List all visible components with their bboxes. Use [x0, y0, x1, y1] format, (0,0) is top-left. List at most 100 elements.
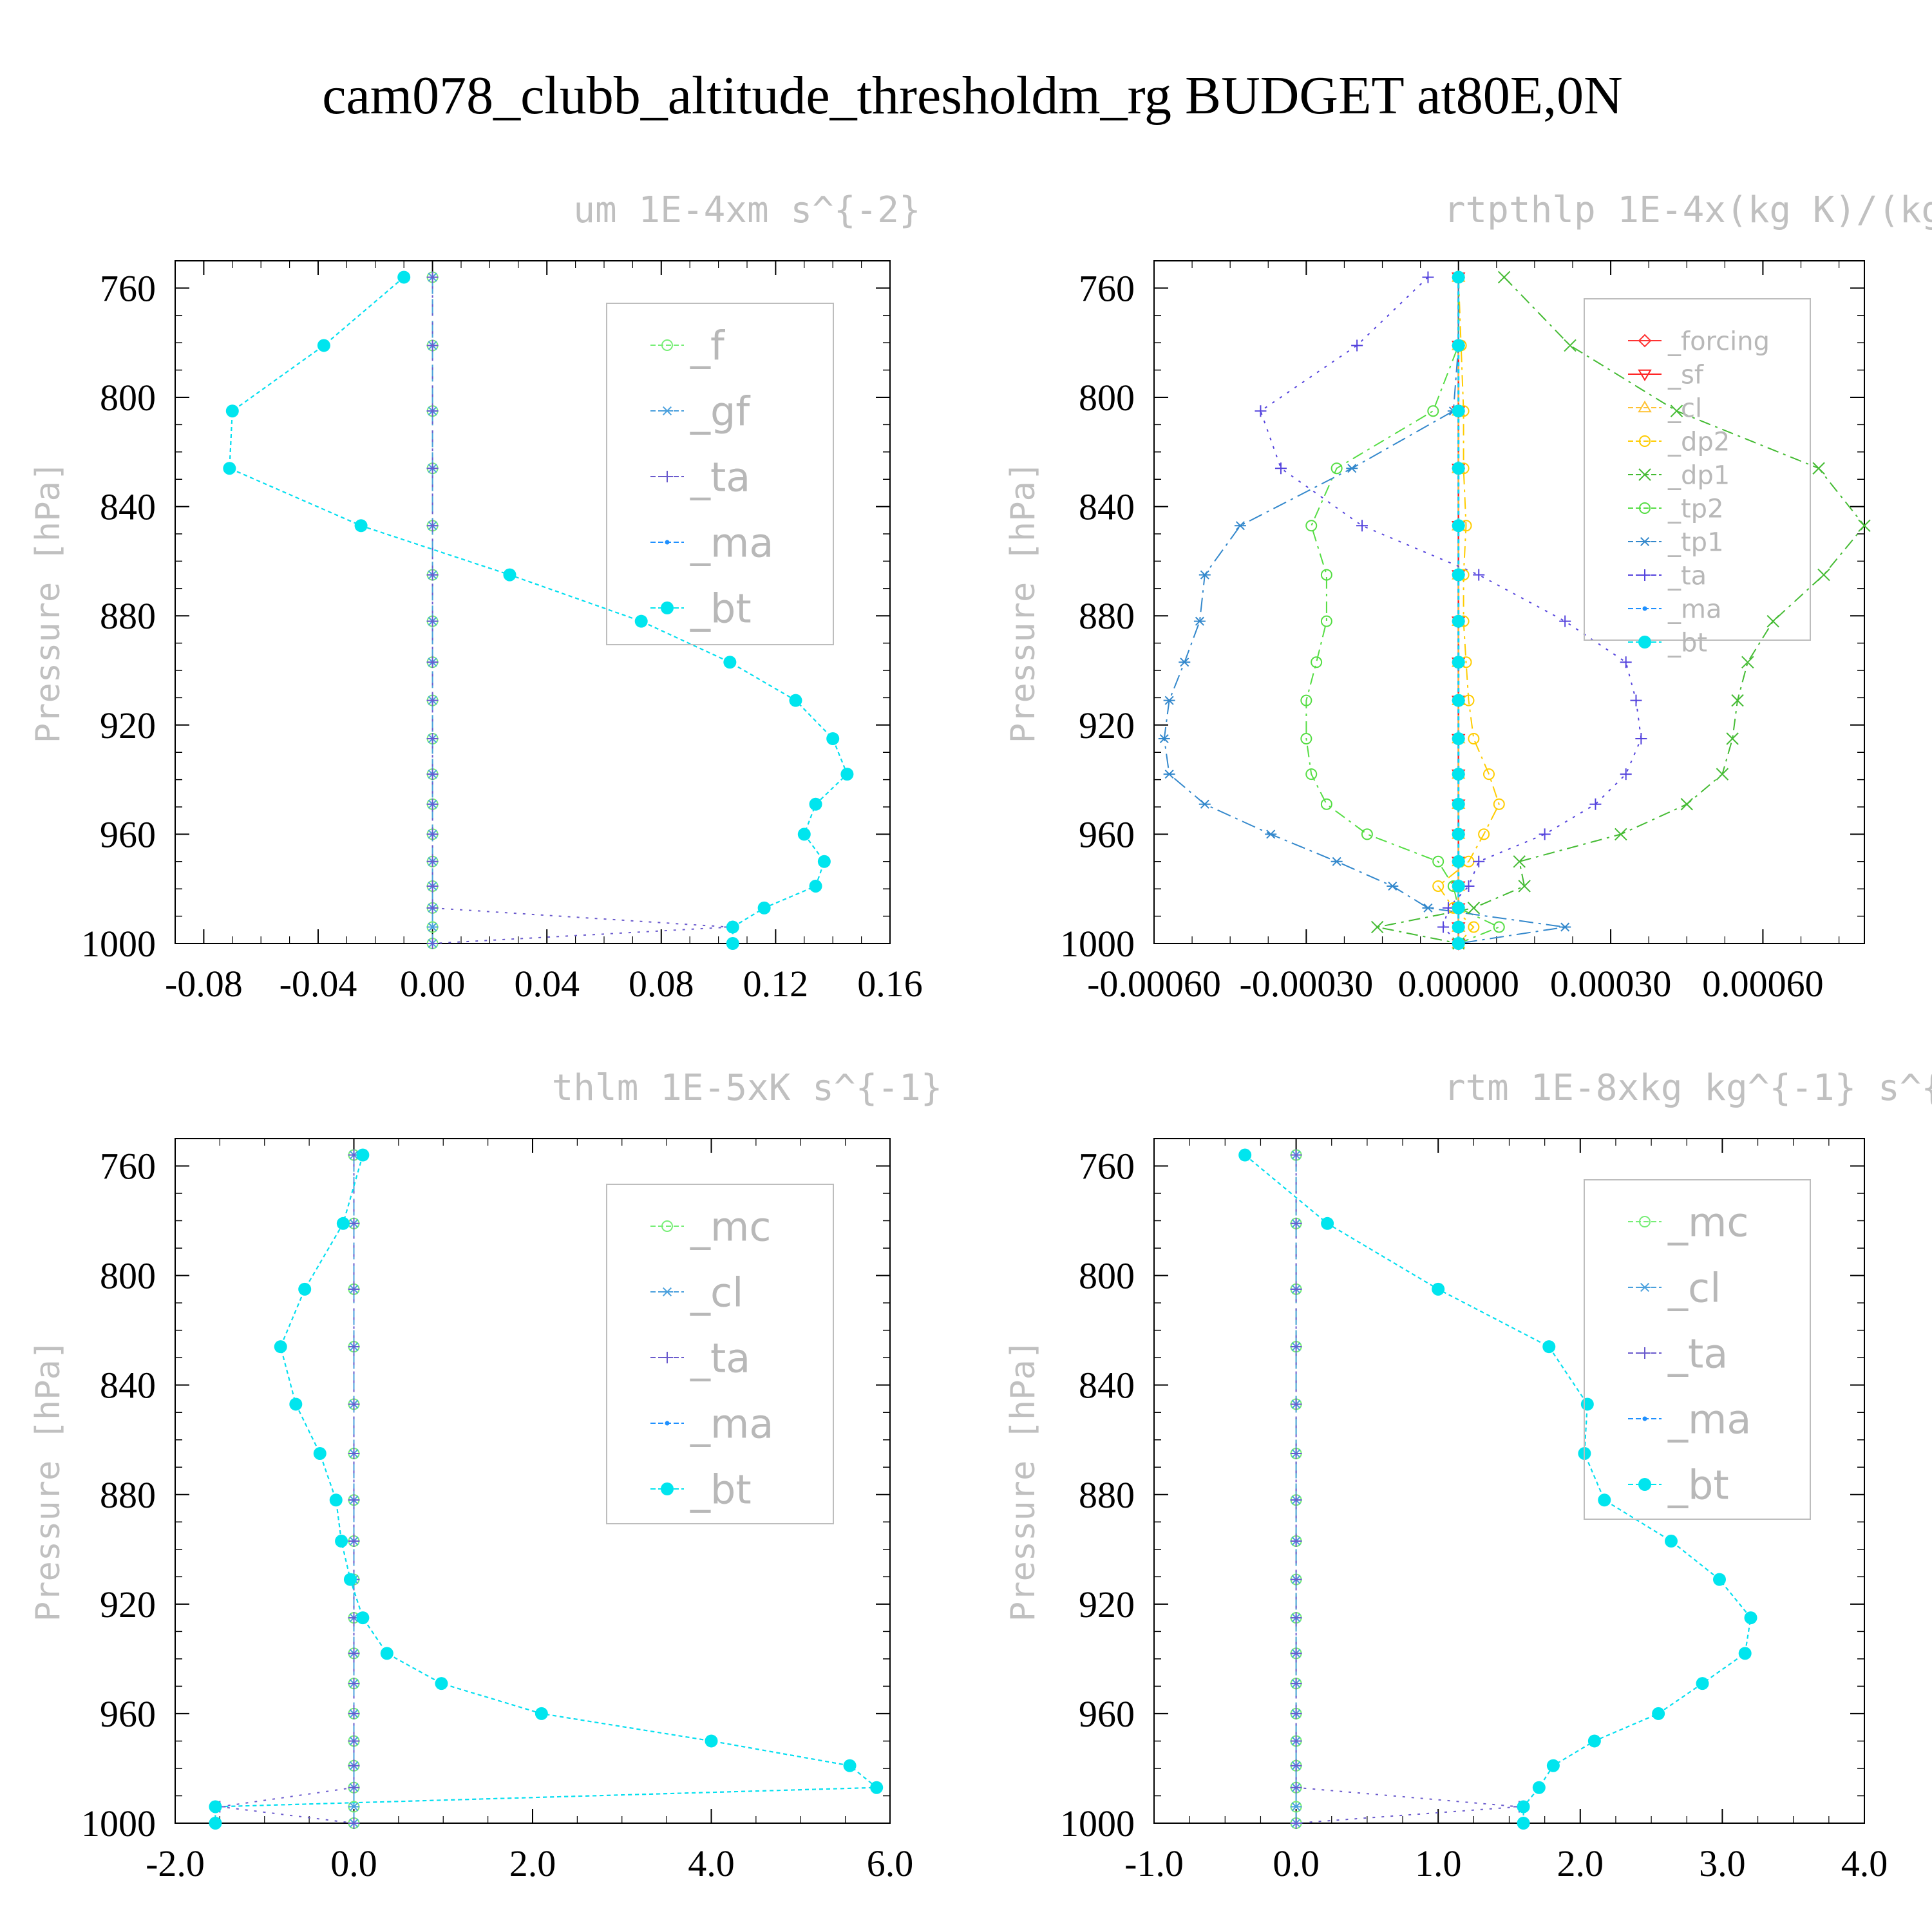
point-um-bt-15 — [757, 901, 771, 914]
point-um-ta-11 — [426, 798, 439, 810]
y-tick-label-thlm-960: 960 — [100, 1693, 156, 1735]
point-rtm-bt-11 — [1696, 1677, 1709, 1690]
legend-label-rtm-cl: _cl — [1667, 1264, 1721, 1311]
point-um-ta-12 — [426, 828, 439, 840]
point-um-bt-4 — [354, 519, 368, 533]
x-tick-label-rtpthlp-1: -0.00030 — [1239, 963, 1373, 1005]
point-rtpthlp-tp1-15 — [1422, 903, 1434, 913]
point-thlm-bt-14 — [843, 1759, 857, 1772]
x-tick-label-rtm-2: 1.0 — [1415, 1842, 1462, 1884]
point-rtpthlp-bt-0 — [1452, 270, 1465, 284]
point-um-ta-4 — [426, 520, 439, 532]
point-thlm-ta-4 — [348, 1398, 360, 1410]
point-rtpthlp-tp2-5 — [1320, 569, 1332, 581]
legend-label-thlm-mc: _mc — [690, 1203, 771, 1250]
y-tick-label-rtpthlp-840: 840 — [1079, 486, 1135, 528]
point-rtpthlp-tp2-9 — [1300, 733, 1312, 744]
y-tick-label-thlm-1000: 1000 — [81, 1803, 156, 1844]
point-rtpthlp-ta-12 — [1539, 828, 1551, 840]
point-rtpthlp-ta-1 — [1351, 339, 1363, 352]
point-um-ta-0 — [426, 271, 439, 283]
series-line-um-bt — [229, 276, 848, 943]
point-rtpthlp-tp1-13 — [1331, 857, 1343, 866]
point-um-bt-5 — [503, 568, 516, 582]
point-rtpthlp-dp2-12 — [1478, 828, 1490, 840]
point-rtpthlp-tp1-4 — [1234, 521, 1246, 531]
y-tick-label-rtm-880: 880 — [1079, 1474, 1135, 1516]
point-thlm-bt-9 — [356, 1611, 370, 1625]
point-thlm-ta-2 — [348, 1283, 360, 1295]
legend-label-thlm-ta: _ta — [690, 1334, 750, 1381]
legend-label-um-ma: _ma — [690, 519, 773, 566]
y-tick-label-rtm-800: 800 — [1079, 1255, 1135, 1297]
point-rtm-ta-17 — [1290, 1817, 1302, 1829]
y-tick-label-um-760: 760 — [100, 267, 156, 309]
legend-box-rtpthlp — [1584, 298, 1811, 641]
point-rtpthlp-bt-5 — [1452, 568, 1465, 582]
x-tick-label-um-4: 0.08 — [629, 963, 694, 1005]
panel-title-um: um 1E-4xm s^{-2} — [573, 189, 920, 231]
point-rtm-bt-15 — [1532, 1781, 1546, 1794]
point-rtm-bt-12 — [1652, 1707, 1665, 1720]
x-tick-label-um-1: -0.04 — [279, 963, 357, 1005]
legend-marker-um-gf — [661, 406, 673, 416]
point-rtm-bt-1 — [1321, 1217, 1334, 1230]
point-rtm-cl-16 — [1290, 1802, 1302, 1812]
point-rtpthlp-tp2-8 — [1300, 694, 1312, 706]
point-thlm-bt-4 — [289, 1397, 303, 1411]
point-rtpthlp-bt-9 — [1452, 732, 1465, 745]
point-thlm-bt-0 — [356, 1148, 370, 1162]
legend-marker-rtpthlp-dp2 — [1639, 435, 1651, 447]
x-tick-label-rtm-0: -1.0 — [1124, 1842, 1184, 1884]
point-thlm-ta-1 — [348, 1217, 360, 1229]
point-rtm-bt-14 — [1546, 1759, 1560, 1772]
point-rtm-bt-9 — [1744, 1611, 1757, 1625]
legend-marker-um-bt — [661, 601, 674, 614]
point-um-ta-8 — [426, 694, 439, 706]
point-um-ta-6 — [426, 615, 439, 627]
x-tick-label-rtpthlp-0: -0.00060 — [1087, 963, 1221, 1005]
legend-marker-um-ta — [661, 471, 673, 482]
legend-marker-thlm-bt — [661, 1482, 674, 1495]
point-thlm-bt-5 — [313, 1446, 327, 1460]
legend-marker-rtm-cl — [1639, 1282, 1651, 1293]
point-thlm-bt-1 — [336, 1217, 350, 1230]
y-tick-label-rtpthlp-760: 760 — [1079, 267, 1135, 309]
point-rtpthlp-tp2-6 — [1320, 615, 1332, 627]
point-thlm-bt-17 — [209, 1817, 222, 1830]
point-um-bt-12 — [797, 828, 811, 841]
point-rtpthlp-dp1-7 — [1741, 656, 1754, 668]
point-um-bt-2 — [225, 404, 239, 418]
legend-label-rtm-ta: _ta — [1667, 1330, 1728, 1377]
x-tick-label-thlm-2: 2.0 — [509, 1842, 556, 1884]
point-rtpthlp-tp2-11 — [1320, 798, 1332, 810]
point-rtpthlp-dp1-14 — [1518, 880, 1531, 893]
point-rtpthlp-bt-16 — [1452, 920, 1465, 934]
figure-title: cam078_clubb_altitude_thresholdm_rg BUDG… — [322, 66, 1623, 126]
x-tick-label-rtpthlp-4: 0.00060 — [1702, 963, 1824, 1005]
x-tick-label-um-6: 0.16 — [857, 963, 923, 1005]
panel-rtpthlp: rtpthlp 1E-4x(kg K)/(kg s) Pressure [hPa… — [1004, 189, 1932, 1005]
panel-um: um 1E-4xm s^{-2} Pressure [hPa] 760 800 84… — [29, 189, 923, 1005]
y-tick-label-rtm-840: 840 — [1079, 1365, 1135, 1406]
point-rtpthlp-dp1-0 — [1497, 270, 1511, 284]
point-thlm-bt-10 — [380, 1647, 393, 1660]
point-rtpthlp-tp1-6 — [1193, 616, 1206, 626]
panel-rtm: rtm 1E-8xkg kg^{-1} s^{-1} Pressure [hPa… — [1004, 1067, 1932, 1884]
legend-label-rtpthlp-sf: _sf — [1667, 360, 1704, 390]
y-tick-label-thlm-840: 840 — [100, 1365, 156, 1406]
point-rtpthlp-dp1-13 — [1513, 855, 1526, 868]
point-rtpthlp-tp1-7 — [1179, 658, 1191, 667]
x-tick-label-rtm-3: 2.0 — [1557, 1842, 1604, 1884]
point-um-bt-14 — [809, 879, 822, 893]
point-um-bt-0 — [397, 270, 411, 284]
point-rtpthlp-tp1-16 — [1559, 922, 1571, 932]
point-rtpthlp-ta-6 — [1559, 615, 1571, 627]
legend-um: _f _gf _ta _ma _bt — [606, 303, 834, 645]
legend-label-rtpthlp-dp1: _dp1 — [1667, 460, 1730, 490]
point-thlm-ta-5 — [348, 1447, 360, 1459]
point-rtpthlp-dp1-9 — [1726, 732, 1739, 745]
point-rtpthlp-ta-5 — [1473, 569, 1485, 581]
point-rtm-ta-9 — [1290, 1612, 1302, 1624]
point-rtm-bt-7 — [1664, 1535, 1678, 1548]
